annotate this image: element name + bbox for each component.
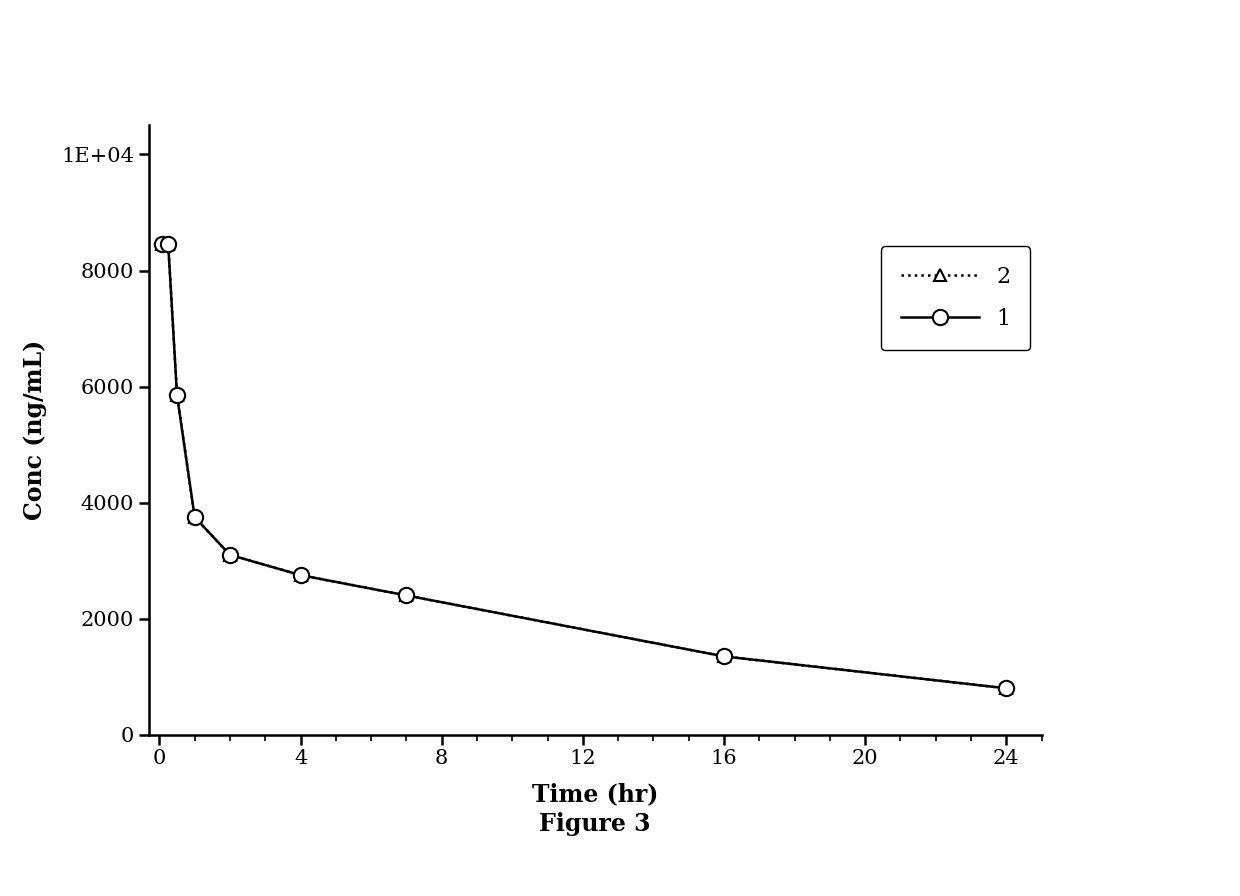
1 <box>187 512 202 522</box>
1 <box>170 390 185 401</box>
Text: Figure 3: Figure 3 <box>539 813 651 836</box>
1 <box>222 549 237 560</box>
1 <box>293 570 308 581</box>
1 <box>161 239 176 250</box>
1 <box>717 651 732 662</box>
Y-axis label: Conc (ng/mL): Conc (ng/mL) <box>24 340 47 521</box>
2 <box>293 570 308 581</box>
2 <box>717 651 732 662</box>
1 <box>155 239 170 250</box>
2 <box>187 512 202 522</box>
X-axis label: Time (hr): Time (hr) <box>532 782 658 806</box>
2 <box>155 239 170 250</box>
2 <box>161 239 176 250</box>
Line: 1: 1 <box>155 237 1014 696</box>
Legend: 2, 1: 2, 1 <box>880 246 1030 350</box>
2 <box>999 683 1014 694</box>
2 <box>222 549 237 560</box>
2 <box>399 590 414 601</box>
2 <box>170 390 185 401</box>
1 <box>399 590 414 601</box>
Line: 2: 2 <box>156 238 1013 694</box>
1 <box>999 683 1014 694</box>
